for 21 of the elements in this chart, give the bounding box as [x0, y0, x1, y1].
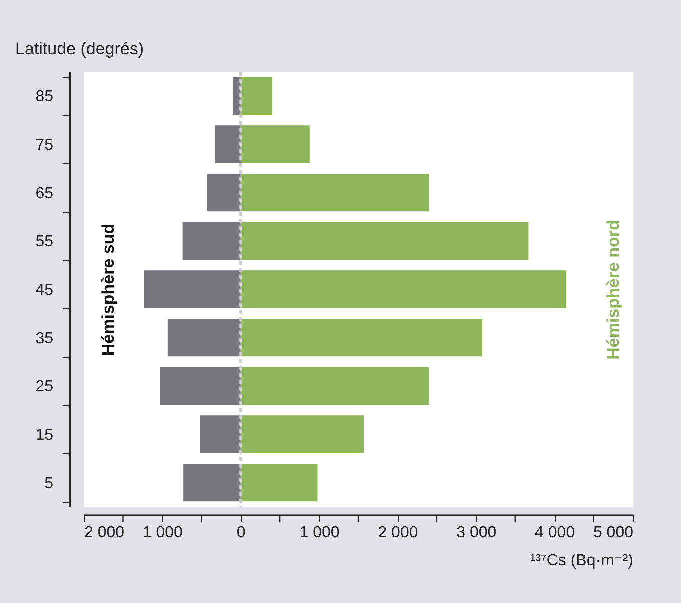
x-tick-label: 1 000	[300, 524, 340, 542]
text: Hémisphère nord	[604, 220, 623, 360]
x-tick-label: 5 000	[593, 524, 634, 542]
x-tick-label: 1 000	[142, 524, 184, 542]
y-axis-title: Latitude (degrés)	[16, 40, 144, 58]
y-tick-label: 35	[36, 330, 54, 348]
text: Hémisphère sud	[99, 224, 118, 356]
y-tick-label: 25	[36, 378, 54, 396]
y-tick-label: 65	[36, 185, 54, 202]
x-axis-title: ¹³⁷Cs (Bq·m⁻²)	[530, 552, 634, 570]
x-tick-label: 0	[236, 524, 246, 542]
x-tick-label: 2 000	[84, 524, 125, 542]
y-tick-label: 45	[36, 282, 54, 299]
y-tick-label: 5	[44, 475, 54, 492]
y-tick-label: 55	[36, 234, 54, 251]
y-tick-label: 15	[36, 427, 54, 444]
x-tick-label: 4 000	[535, 524, 576, 542]
x-tick-label: 2 000	[378, 524, 418, 542]
y-tick-label: 75	[36, 137, 54, 154]
y-tick-label: 85	[36, 88, 54, 106]
x-tick-label: 3 000	[456, 524, 497, 542]
